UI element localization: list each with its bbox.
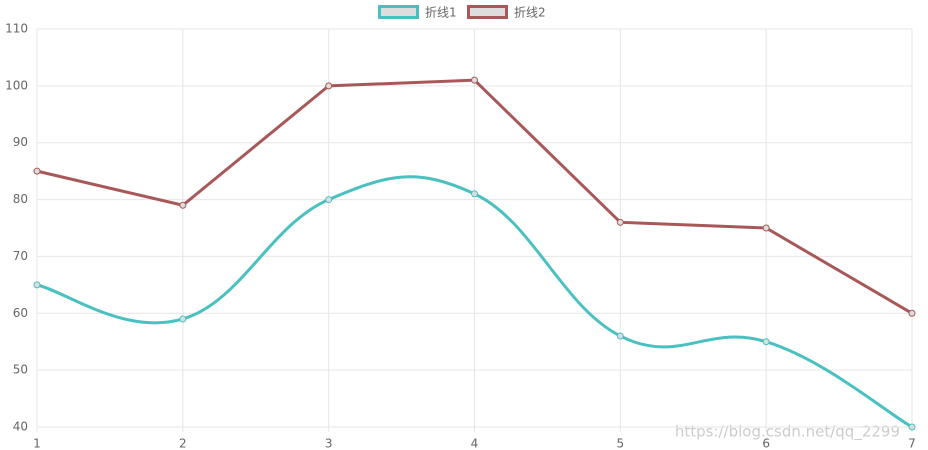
- point: [33, 281, 41, 289]
- y-tick-label: 110: [5, 22, 28, 36]
- x-tick-label: 7: [908, 437, 916, 450]
- x-tick-label: 2: [179, 437, 187, 450]
- legend-swatch[interactable]: [467, 5, 508, 19]
- y-tick-label: 90: [13, 135, 28, 149]
- point: [325, 82, 333, 90]
- point: [908, 423, 916, 431]
- y-tick-label: 40: [13, 420, 28, 434]
- x-tick-label: 3: [325, 437, 333, 450]
- point: [33, 167, 41, 175]
- y-tick-label: 60: [13, 306, 28, 320]
- y-tick-label: 100: [5, 78, 28, 92]
- x-tick-label: 4: [471, 437, 479, 450]
- legend-swatch[interactable]: [378, 5, 419, 19]
- y-tick-label: 70: [13, 249, 28, 263]
- x-tick-label: 6: [762, 437, 770, 450]
- point: [616, 332, 624, 340]
- y-tick-label: 50: [13, 363, 28, 377]
- legend-label[interactable]: 折线1: [425, 5, 457, 20]
- point: [471, 76, 478, 84]
- y-tick-label: 80: [13, 192, 28, 206]
- point: [762, 338, 770, 346]
- legend-label[interactable]: 折线2: [514, 5, 546, 20]
- point: [762, 224, 770, 232]
- point: [908, 309, 916, 317]
- point: [179, 315, 187, 323]
- watermark: https://blog.csdn.net/qq_2299: [675, 423, 900, 442]
- point: [616, 218, 624, 226]
- x-tick-label: 1: [33, 437, 41, 450]
- point: [179, 201, 187, 209]
- point: [471, 190, 478, 198]
- x-tick-label: 5: [617, 437, 625, 450]
- point: [325, 196, 333, 204]
